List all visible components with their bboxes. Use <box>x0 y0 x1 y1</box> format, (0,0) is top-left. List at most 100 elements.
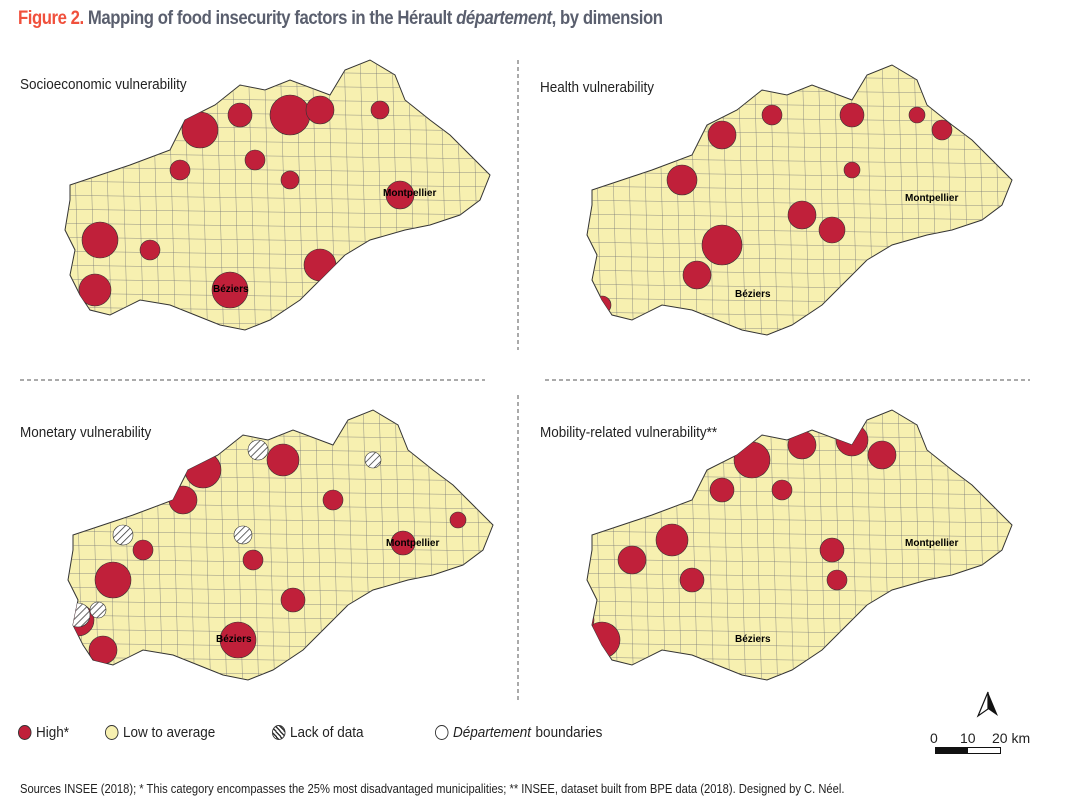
high-vulnerability-area <box>219 621 257 659</box>
municipality-boundary <box>65 60 490 62</box>
municipality-boundary <box>587 185 1012 193</box>
high-vulnerability-area <box>168 485 198 515</box>
municipality-boundary <box>1009 65 1012 335</box>
city-label-montpellier: Montpellier <box>905 193 958 204</box>
high-vulnerability-area <box>385 180 415 210</box>
municipality-boundary <box>40 335 500 341</box>
high-vulnerability-area <box>666 164 698 196</box>
high-vulnerability-area <box>818 216 846 244</box>
high-vulnerability-area <box>303 248 337 282</box>
municipality-boundary <box>40 349 500 355</box>
high-vulnerability-area <box>305 95 335 125</box>
scale-label-20: 20 km <box>992 730 1031 746</box>
high-vulnerability-area <box>242 549 264 571</box>
high-vulnerability-area <box>94 561 132 599</box>
municipality-boundary <box>587 325 1012 333</box>
high-vulnerability-area <box>322 489 344 511</box>
high-vulnerability-area <box>682 260 712 290</box>
high-vulnerability-area <box>655 523 689 557</box>
source-note: Sources INSEE (2018); * This category en… <box>20 781 845 796</box>
city-label-montpellier: Montpellier <box>383 188 436 199</box>
municipality-boundary <box>65 320 490 328</box>
municipality-boundary <box>587 199 1012 207</box>
boundaries-swatch <box>435 725 449 740</box>
high-vulnerability-area <box>184 451 222 489</box>
high-vulnerability-area <box>733 441 771 479</box>
low-swatch <box>105 725 119 740</box>
high-vulnerability-area <box>139 239 161 261</box>
high-vulnerability-area <box>908 106 926 124</box>
municipalities <box>43 400 503 700</box>
municipality-boundary <box>562 55 570 355</box>
high-vulnerability-area <box>931 119 953 141</box>
high-vulnerability-area <box>771 479 793 501</box>
high-vulnerability-area <box>701 224 743 266</box>
municipality-boundary <box>68 670 493 678</box>
high-vulnerability-area <box>826 569 848 591</box>
city-label-beziers: Béziers <box>735 289 771 300</box>
high-vulnerability-area <box>592 295 612 315</box>
legend-high: High* <box>18 724 69 741</box>
high-vulnerability-area <box>280 587 306 613</box>
high-vulnerability-area <box>843 161 861 179</box>
map-mobility: Montpellier Béziers <box>562 400 1022 705</box>
municipality-boundary <box>65 68 490 76</box>
high-vulnerability-area <box>819 537 845 563</box>
high-vulnerability-area <box>169 159 191 181</box>
high-vulnerability-area <box>679 567 705 593</box>
municipality-boundary <box>43 400 51 700</box>
high-vulnerability-area <box>78 273 112 307</box>
legend-boundaries: Département boundaries <box>435 724 602 741</box>
high-vulnerability-area <box>211 271 249 309</box>
high-vulnerability-area <box>449 511 467 529</box>
municipality-boundary <box>562 685 1022 691</box>
municipality-boundary <box>562 699 1022 705</box>
municipality-boundary <box>43 685 503 691</box>
municipality-boundary <box>578 55 586 355</box>
legend-nodata: Lack of data <box>272 724 364 741</box>
city-label-montpellier: Montpellier <box>386 538 439 549</box>
municipality-boundary <box>1009 410 1012 680</box>
municipality-boundary <box>40 50 48 350</box>
high-vulnerability-area <box>617 545 647 575</box>
municipality-boundary <box>56 50 64 350</box>
no-data-area <box>89 601 107 619</box>
departement-area <box>64 59 491 331</box>
high-vulnerability-area <box>370 100 390 120</box>
no-data-area <box>364 451 382 469</box>
map-health: Montpellier Béziers <box>562 55 1013 355</box>
municipality-boundary <box>578 400 586 700</box>
map-title-health: Health vulnerability <box>540 79 655 96</box>
municipality-boundary <box>68 410 493 412</box>
high-vulnerability-area <box>761 104 783 126</box>
municipality-boundary <box>65 180 490 188</box>
high-vulnerability-area <box>587 621 621 659</box>
city-label-beziers: Béziers <box>216 634 252 645</box>
city-label-beziers: Béziers <box>735 634 771 645</box>
legend-low: Low to average <box>105 724 215 741</box>
high-vulnerability-area <box>867 440 897 470</box>
map-title-socioeconomic: Socioeconomic vulnerability <box>20 76 187 93</box>
scale-bar-black <box>935 747 969 754</box>
high-vulnerability-area <box>587 607 595 633</box>
no-data-area <box>112 524 134 546</box>
high-vulnerability-area <box>88 635 118 665</box>
municipality-boundary <box>587 65 1012 67</box>
high-vulnerability-area <box>835 423 869 457</box>
departement-area <box>586 409 1013 681</box>
municipality-boundary <box>753 65 763 335</box>
high-vulnerability-area <box>587 265 592 285</box>
north-arrow-icon <box>976 691 998 718</box>
high-vulnerability-area <box>709 477 735 503</box>
municipality-boundary <box>59 400 67 700</box>
city-label-montpellier: Montpellier <box>905 538 958 549</box>
map-title-monetary: Monetary vulnerability <box>20 424 152 441</box>
high-vulnerability-area <box>132 539 154 561</box>
municipality-boundary <box>587 530 1012 538</box>
municipality-boundary <box>68 558 493 566</box>
high-vulnerability-area <box>280 170 300 190</box>
no-data-area <box>233 525 253 545</box>
municipality-boundary <box>587 410 1012 412</box>
scale-bar-white <box>967 747 1001 754</box>
